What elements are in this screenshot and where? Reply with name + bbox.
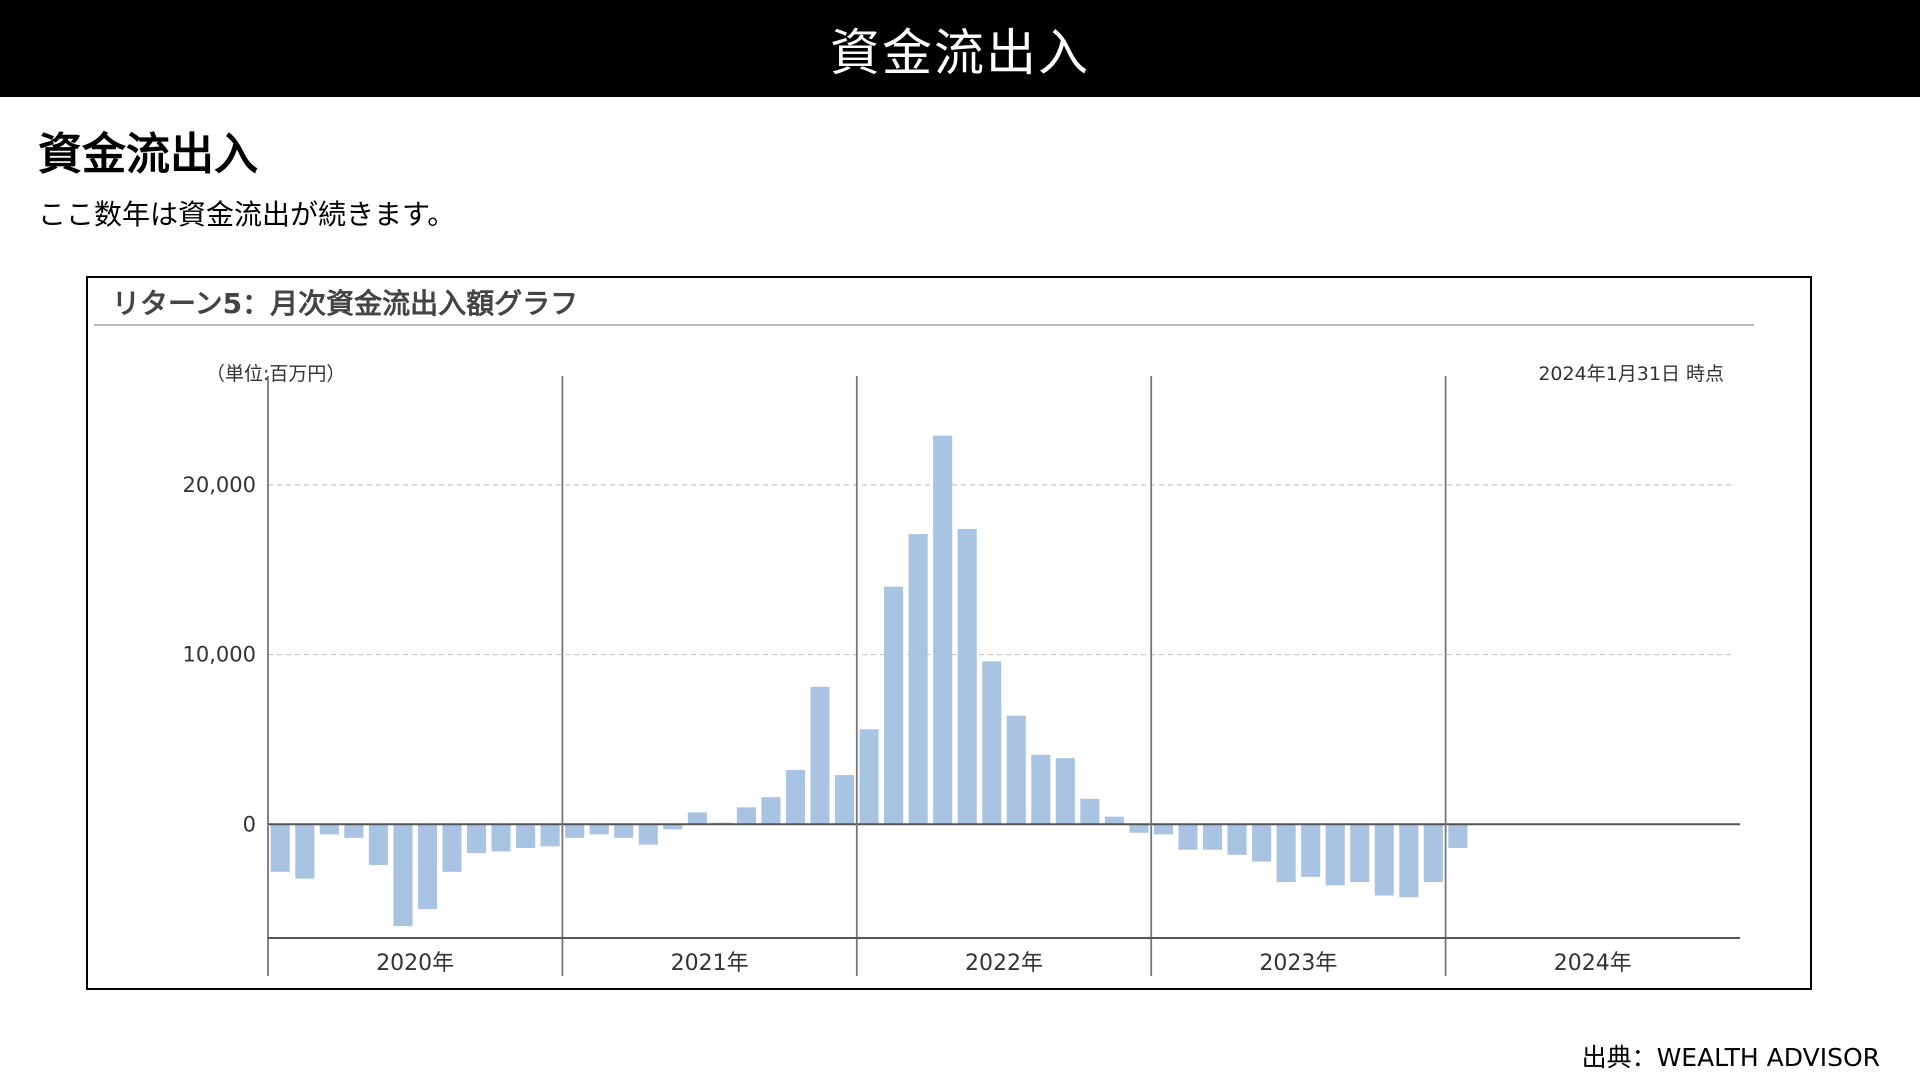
- bar-2023年-1: [1153, 824, 1174, 835]
- y-tick-label: 10,000: [183, 643, 256, 667]
- bar-2021年-9: [761, 797, 781, 825]
- bar-2022年-4: [933, 435, 953, 825]
- bar-2020年-1: [270, 824, 290, 872]
- bar-2021年-2: [589, 824, 609, 835]
- bar-2022年-7: [1006, 715, 1026, 825]
- y-tick-label: 20,000: [183, 473, 256, 497]
- chart-title: リターン5：月次資金流出入額グラフ: [112, 287, 579, 320]
- x-year-label: 2020年: [376, 951, 454, 976]
- source-credit: 出典：WEALTH ADVISOR: [1581, 1043, 1880, 1072]
- bar-2023年-4: [1227, 824, 1247, 855]
- x-year-label: 2023年: [1259, 951, 1337, 976]
- page-subtitle: ここ数年は資金流出が続きます。: [38, 198, 456, 231]
- bar-2023年-7: [1301, 824, 1321, 877]
- bar-2023年-2: [1178, 824, 1198, 850]
- bar-2023年-5: [1252, 824, 1272, 862]
- bar-2020年-12: [540, 824, 560, 847]
- bar-2023年-3: [1202, 824, 1223, 850]
- bar-2022年-12: [1129, 824, 1149, 833]
- y-tick-label: 0: [243, 812, 256, 836]
- bar-2021年-10: [785, 769, 806, 825]
- chart-panel: リターン5：月次資金流出入額グラフ （単位:百万円） 2024年1月31日 時点 0…: [86, 276, 1812, 990]
- bar-2022年-2: [884, 586, 904, 825]
- bar-2022年-8: [1031, 754, 1051, 825]
- bar-2022年-5: [957, 528, 977, 825]
- bar-2020年-11: [516, 824, 536, 849]
- bar-2020年-9: [466, 824, 487, 854]
- chart-title-divider: [94, 324, 1754, 326]
- bar-2021年-4: [638, 824, 658, 845]
- bar-2023年-6: [1276, 824, 1296, 882]
- bar-2020年-8: [442, 824, 462, 872]
- banner-title: 資金流出入: [830, 23, 1090, 82]
- bar-2024年-1: [1448, 824, 1468, 849]
- bar-2022年-1: [859, 729, 879, 825]
- bar-2022年-6: [982, 661, 1002, 825]
- fund-flow-chart: （単位:百万円） 2024年1月31日 時点 0 10,000 20,000 2020年 2…: [183, 363, 1740, 976]
- bar-2021年-8: [736, 807, 756, 825]
- bar-2020年-7: [417, 824, 438, 910]
- bar-2021年-12: [834, 775, 855, 825]
- x-year-label: 2024年: [1554, 951, 1632, 976]
- bar-2020年-6: [393, 824, 413, 927]
- bar-2020年-10: [491, 824, 511, 852]
- bar-2022年-9: [1055, 758, 1075, 825]
- bar-2022年-10: [1080, 798, 1100, 825]
- unit-label: （単位:百万円）: [206, 363, 345, 385]
- bar-2023年-9: [1350, 824, 1370, 882]
- bar-2020年-3: [319, 824, 339, 835]
- bar-2022年-3: [908, 534, 928, 825]
- bar-2023年-11: [1399, 824, 1419, 898]
- bar-2020年-2: [295, 824, 315, 879]
- x-year-label: 2021年: [671, 951, 749, 976]
- bar-2021年-11: [810, 686, 830, 825]
- bar-2021年-1: [565, 824, 585, 838]
- bar-2020年-4: [344, 824, 364, 838]
- bar-2021年-5: [663, 824, 683, 830]
- bar-2022年-11: [1104, 816, 1124, 825]
- bar-2023年-10: [1374, 824, 1394, 896]
- bar-2021年-3: [614, 824, 634, 838]
- as-of-date: 2024年1月31日 時点: [1538, 363, 1724, 385]
- bar-2020年-5: [368, 824, 388, 866]
- slide-banner: 資金流出入: [0, 0, 1920, 97]
- bar-2023年-12: [1423, 824, 1443, 882]
- x-year-label: 2022年: [965, 951, 1043, 976]
- page-heading: 資金流出入: [38, 129, 258, 180]
- bar-2021年-6: [687, 812, 707, 825]
- bar-2023年-8: [1325, 824, 1345, 886]
